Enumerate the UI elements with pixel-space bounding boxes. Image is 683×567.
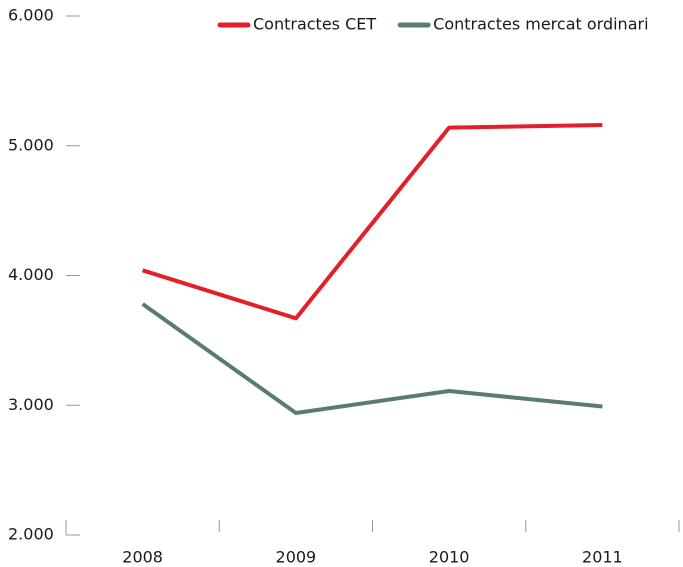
legend-label: Contractes mercat ordinari	[433, 15, 648, 34]
y-tick-label: 6.000	[8, 6, 54, 25]
x-tick-label: 2010	[429, 548, 470, 567]
series-line	[141, 302, 603, 416]
series-line	[142, 122, 603, 321]
y-tick-label: 4.000	[8, 265, 54, 284]
x-tick-label: 2008	[122, 548, 163, 567]
x-tick-label: 2011	[582, 548, 623, 567]
y-tick-label: 3.000	[8, 395, 54, 414]
x-tick-label: 2009	[276, 548, 317, 567]
y-tick-label: 2.000	[8, 525, 54, 544]
legend-label: Contractes CET	[253, 15, 376, 34]
y-tick-label: 5.000	[8, 135, 54, 154]
